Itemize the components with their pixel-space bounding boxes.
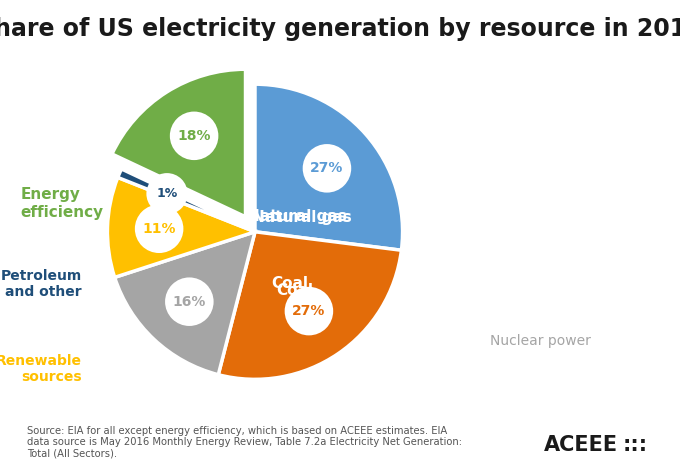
Circle shape xyxy=(167,279,212,324)
Text: Petroleum
and other: Petroleum and other xyxy=(1,269,82,299)
Text: :::: ::: xyxy=(622,435,647,455)
Circle shape xyxy=(171,113,217,159)
Text: 1%: 1% xyxy=(156,187,177,200)
Text: Source: EIA for all except energy efficiency, which is based on ACEEE estimates.: Source: EIA for all except energy effici… xyxy=(27,426,462,459)
Circle shape xyxy=(304,146,350,191)
Circle shape xyxy=(286,288,332,334)
Text: Nuclear power: Nuclear power xyxy=(490,333,590,348)
Wedge shape xyxy=(115,232,255,375)
Text: 27%: 27% xyxy=(292,304,326,318)
Circle shape xyxy=(136,206,182,252)
Text: 16%: 16% xyxy=(173,295,206,309)
Text: Natural gas: Natural gas xyxy=(252,210,352,225)
Text: Natural gas: Natural gas xyxy=(248,210,347,224)
Text: Coal: Coal xyxy=(271,276,308,290)
Wedge shape xyxy=(118,169,255,232)
Text: 11%: 11% xyxy=(142,222,176,236)
Text: Renewable
sources: Renewable sources xyxy=(0,354,82,384)
Text: 27%: 27% xyxy=(310,161,343,175)
Wedge shape xyxy=(112,69,245,217)
Text: 18%: 18% xyxy=(177,129,211,143)
Wedge shape xyxy=(255,84,403,250)
Text: Share of US electricity generation by resource in 2015: Share of US electricity generation by re… xyxy=(0,17,680,41)
Text: Coal: Coal xyxy=(276,283,313,298)
Text: Energy
efficiency: Energy efficiency xyxy=(20,187,103,219)
Wedge shape xyxy=(107,177,255,277)
Circle shape xyxy=(148,175,186,213)
Text: ACEEE: ACEEE xyxy=(544,435,618,455)
Wedge shape xyxy=(218,232,401,379)
